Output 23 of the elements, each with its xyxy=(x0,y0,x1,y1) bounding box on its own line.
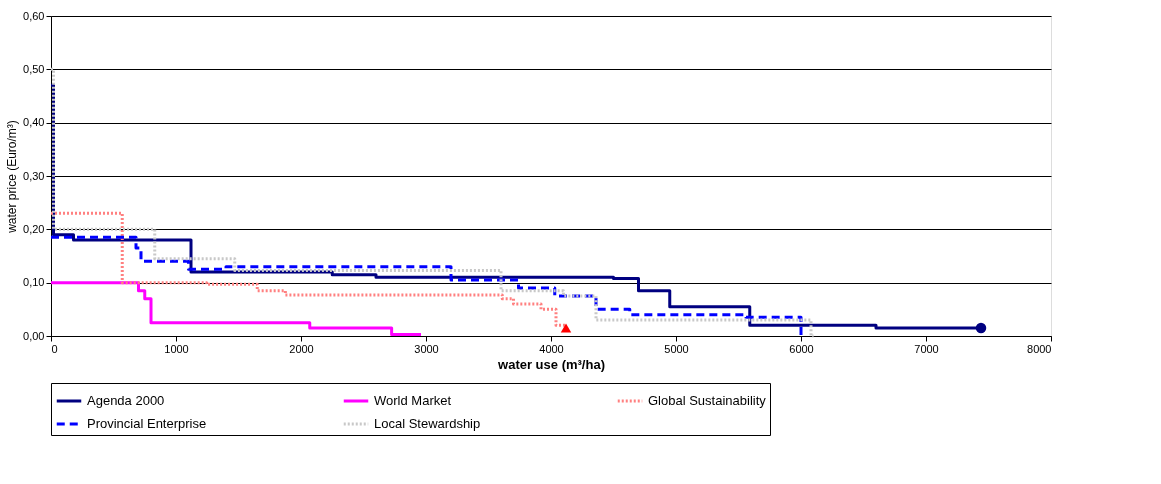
x-axis-title: water use (m³/ha) xyxy=(497,356,605,372)
y-tick-label: 0,50 xyxy=(23,62,45,75)
y-tick-label: 0,10 xyxy=(23,276,45,289)
x-tick-label: 7000 xyxy=(914,342,939,355)
legend-label: Provincial Enterprise xyxy=(87,416,207,431)
y-axis-title: water price (Euro/m³) xyxy=(5,120,20,234)
y-tick-label: 0,30 xyxy=(23,169,45,182)
y-tick-label: 0,20 xyxy=(23,222,45,235)
y-tick-label: 0,60 xyxy=(23,9,45,22)
legend-label: World Market xyxy=(374,393,452,408)
x-tick-label: 4000 xyxy=(539,342,564,355)
y-tick-label: 0,00 xyxy=(23,329,45,342)
legend-label: Global Sustainability xyxy=(648,393,767,408)
x-tick-label: 2000 xyxy=(289,342,314,355)
x-tick-label: 0 xyxy=(51,342,58,355)
x-tick-label: 3000 xyxy=(414,342,439,355)
x-tick-label: 6000 xyxy=(789,342,814,355)
legend-label: Local Stewardship xyxy=(374,416,481,431)
x-tick-label: 8000 xyxy=(1027,342,1052,355)
x-tick-label: 1000 xyxy=(164,342,189,355)
y-tick-label: 0,40 xyxy=(23,116,45,129)
legend-label: Agenda 2000 xyxy=(87,393,165,408)
x-tick-label: 5000 xyxy=(664,342,689,355)
